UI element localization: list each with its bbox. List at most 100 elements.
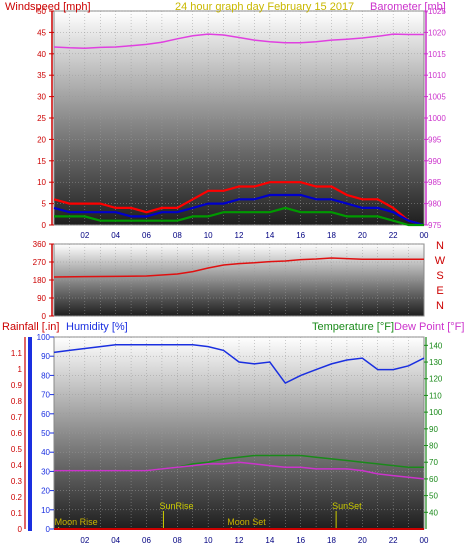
humidity-tick-label: 90 (41, 352, 50, 361)
wind_gust-series (53, 193, 425, 227)
temperature-axis-title: Temperature [°F] (312, 321, 394, 333)
humidity-tick-label: 50 (41, 429, 50, 438)
humidity-tick-label: 40 (41, 448, 50, 457)
dew-point-axis-title: Dew Point [°F] (394, 321, 464, 333)
compass-label: E (436, 285, 443, 297)
moon-event-label: Moon Rise (55, 517, 98, 527)
hour-tick-label: 16 (296, 536, 305, 545)
temperature-tick-label: 130 (429, 358, 443, 367)
hour-tick-label: 22 (389, 536, 398, 545)
temperature-tick-label: 40 (429, 508, 438, 517)
wind-tick-label: 25 (37, 114, 46, 123)
sun-event-label: SunSet (332, 501, 362, 511)
hour-tick-label: 14 (265, 536, 274, 545)
rainfall-tick-label: 0.3 (11, 477, 23, 486)
wind-tick-label: 40 (37, 50, 46, 59)
barometer-tick-label: 1020 (428, 28, 446, 37)
temperature-tick-label: 100 (429, 408, 443, 417)
hour-tick-label: 00 (420, 231, 429, 240)
rainfall-axis-title: Rainfall [.in] (2, 321, 59, 333)
rainfall-tick-label: 0.9 (11, 381, 23, 390)
barometer-tick-label: 995 (428, 135, 442, 144)
rainfall-tick-label: 1.1 (11, 349, 23, 358)
hour-tick-label: 10 (204, 231, 213, 240)
dew_point-series (54, 461, 425, 480)
barometer-axis-title: Barometer [mb] (370, 1, 446, 13)
hour-tick-label: 22 (389, 231, 398, 240)
compass-label: N (436, 300, 444, 312)
wind-tick-label: 30 (37, 93, 46, 102)
hour-tick-label: 02 (80, 231, 89, 240)
hour-tick-label: 08 (173, 536, 182, 545)
wind-panel (53, 10, 425, 226)
rainfall-tick-label: 1 (18, 365, 23, 374)
barometer-series (53, 33, 424, 49)
barometer-tick-label: 1025 (428, 7, 446, 16)
humidity-tick-label: 70 (41, 391, 50, 400)
hour-tick-label: 10 (204, 536, 213, 545)
barometer-tick-label: 975 (428, 221, 442, 230)
temperature-tick-label: 90 (429, 425, 438, 434)
direction-tick-label: 90 (37, 294, 46, 303)
hour-tick-label: 20 (358, 231, 367, 240)
humidity-tick-label: 80 (41, 371, 50, 380)
humidity-tick-label: 20 (41, 487, 50, 496)
hour-tick-label: 04 (111, 536, 120, 545)
hour-tick-label: 18 (327, 536, 336, 545)
rainfall-tick-label: 0.1 (11, 509, 23, 518)
hour-tick-label: 04 (111, 231, 120, 240)
compass-label: W (435, 255, 446, 267)
humidity-tick-label: 30 (41, 467, 50, 476)
barometer-tick-label: 985 (428, 178, 442, 187)
barometer-tick-label: 980 (428, 200, 442, 209)
rainfall-tick-label: 0 (18, 525, 23, 534)
humidity-tick-label: 0 (46, 525, 51, 534)
wind-tick-label: 35 (37, 71, 46, 80)
wind-axis-title: Windspeed [mph] (5, 1, 91, 13)
humidity-tick-label: 10 (41, 506, 50, 515)
wind_low-series (54, 206, 424, 227)
hour-tick-label: 20 (358, 536, 367, 545)
humidity-tick-label: 100 (37, 333, 51, 342)
hour-tick-label: 06 (142, 231, 151, 240)
rainfall-tick-label: 0.5 (11, 445, 23, 454)
hour-tick-label: 06 (142, 536, 151, 545)
humidity-axis-bar (28, 337, 32, 531)
barometer-tick-label: 1005 (428, 93, 446, 102)
wind_avg-series (53, 181, 425, 227)
sun-event-label: SunRise (159, 501, 193, 511)
compass-label: N (436, 240, 444, 252)
hour-tick-label: 00 (420, 536, 429, 545)
wind-tick-label: 0 (42, 221, 47, 230)
hour-tick-label: 12 (235, 231, 244, 240)
hour-tick-label: 14 (265, 231, 274, 240)
temperature-tick-label: 60 (429, 475, 438, 484)
barometer-tick-label: 1010 (428, 71, 446, 80)
wind-tick-label: 20 (37, 135, 46, 144)
hour-tick-label: 16 (296, 231, 305, 240)
wind-tick-label: 10 (37, 178, 46, 187)
barometer-tick-label: 1015 (428, 50, 446, 59)
hour-tick-label: 18 (327, 231, 336, 240)
rainfall-tick-label: 0.8 (11, 397, 23, 406)
temperature-tick-label: 110 (429, 391, 442, 400)
temperature-tick-label: 80 (429, 442, 438, 451)
humidity-tick-label: 60 (41, 410, 50, 419)
hour-tick-label: 12 (235, 536, 244, 545)
rainfall-tick-label: 0.7 (11, 413, 23, 422)
chart-title: 24 hour graph day February 15 2017 (175, 1, 354, 13)
direction-tick-label: 0 (42, 312, 47, 321)
barometer-tick-label: 990 (428, 157, 442, 166)
direction-tick-label: 270 (33, 258, 47, 267)
wind-tick-label: 5 (42, 200, 47, 209)
temperature-tick-label: 70 (429, 458, 438, 467)
temperature-tick-label: 140 (429, 341, 443, 350)
wind-tick-label: 45 (37, 28, 46, 37)
direction-series (53, 257, 424, 278)
compass-label: S (436, 270, 443, 282)
direction-tick-label: 360 (33, 240, 47, 249)
wind-tick-label: 15 (37, 157, 46, 166)
humidity-series (53, 343, 425, 385)
